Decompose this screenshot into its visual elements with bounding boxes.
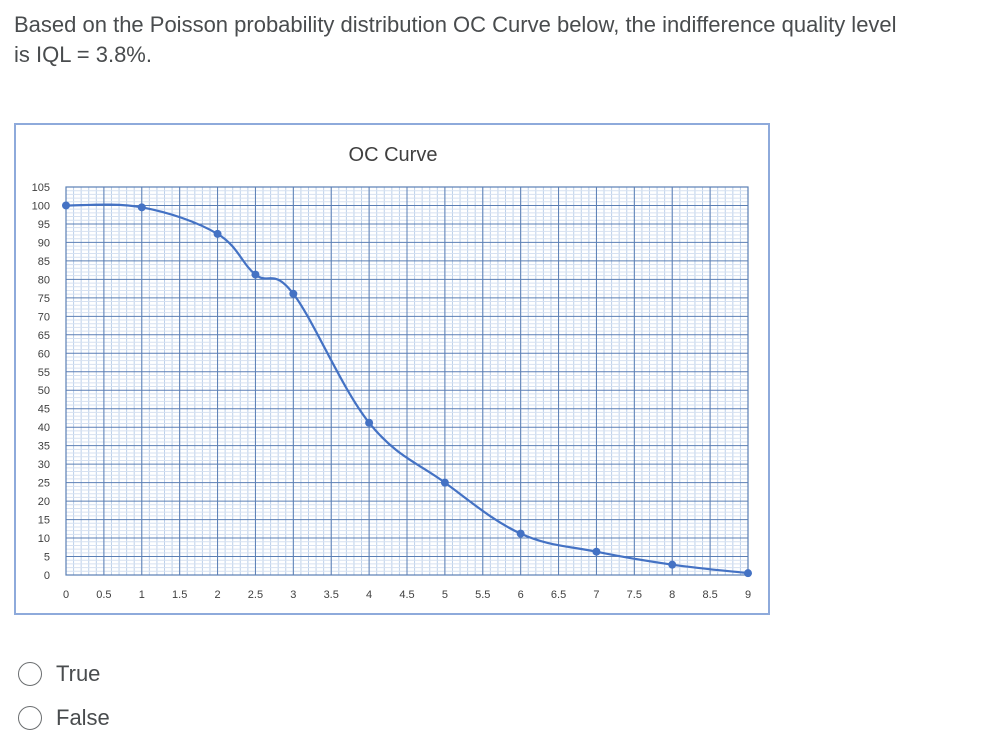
data-point [365,418,374,427]
y-tick-label: 0 [44,570,50,582]
y-tick-label: 50 [38,385,50,397]
y-tick-label: 90 [38,237,50,249]
y-tick-label: 5 [44,552,50,564]
x-tick-label: 5.5 [475,589,490,601]
option-false-label: False [56,705,110,730]
option-false[interactable]: False [18,696,110,740]
y-tick-label: 85 [38,256,50,268]
y-tick-label: 95 [38,219,50,231]
x-tick-label: 8.5 [702,589,717,601]
x-tick-label: 7.5 [627,589,642,601]
answer-options: True False [18,652,110,740]
x-tick-label: 6 [518,589,524,601]
data-point [668,560,677,569]
y-tick-label: 100 [32,200,50,212]
data-point [213,229,222,238]
y-tick-label: 25 [38,478,50,490]
x-tick-label: 1 [139,589,145,601]
data-point [592,547,601,556]
data-point [289,289,298,298]
data-point [516,529,525,538]
y-tick-label: 35 [38,441,50,453]
chart-title: OC Curve [349,144,438,166]
oc-curve-chart: OC Curve 0 0.5 1 1.5 2 2.5 3 3.5 4 4.5 5 5.5 6 6.5 7 7.5… [14,123,770,615]
data-point [440,478,449,487]
x-tick-label: 4 [366,589,372,601]
y-tick-label: 20 [38,496,50,508]
y-tick-label: 75 [38,293,50,305]
x-tick-label: 2 [214,589,220,601]
option-true[interactable]: True [18,652,110,696]
data-point [251,270,260,279]
x-tick-label: 1.5 [172,589,187,601]
y-tick-label: 60 [38,348,50,360]
data-point [62,201,70,210]
x-tick-label: 0.5 [96,589,111,601]
y-tick-label: 10 [38,533,50,545]
radio-true[interactable] [18,662,42,686]
y-tick-label: 80 [38,274,50,286]
y-tick-label: 15 [38,515,50,527]
y-tick-label: 65 [38,330,50,342]
y-tick-label: 30 [38,459,50,471]
y-tick-label: 70 [38,311,50,323]
x-tick-label: 0 [63,589,69,601]
x-tick-label: 3 [290,589,296,601]
x-tick-label: 6.5 [551,589,566,601]
x-tick-label: 9 [745,589,751,601]
x-tick-label: 5 [442,589,448,601]
y-tick-label: 45 [38,404,50,416]
x-tick-label: 4.5 [399,589,414,601]
data-point [744,569,752,578]
chart-svg: OC Curve 0 0.5 1 1.5 2 2.5 3 3.5 4 4.5 5 5.5 6 6.5 7 7.5… [32,144,752,601]
x-tick-label: 7 [593,589,599,601]
x-tick-label: 8 [669,589,675,601]
question-text: Based on the Poisson probability distrib… [14,12,897,67]
radio-false[interactable] [18,706,42,730]
y-tick-label: 40 [38,422,50,434]
data-point [137,203,146,212]
y-tick-label: 55 [38,367,50,379]
option-true-label: True [56,661,101,686]
y-tick-label: 105 [32,182,50,194]
x-tick-label: 2.5 [248,589,263,601]
x-tick-label: 3.5 [324,589,339,601]
plot-border [65,186,749,576]
